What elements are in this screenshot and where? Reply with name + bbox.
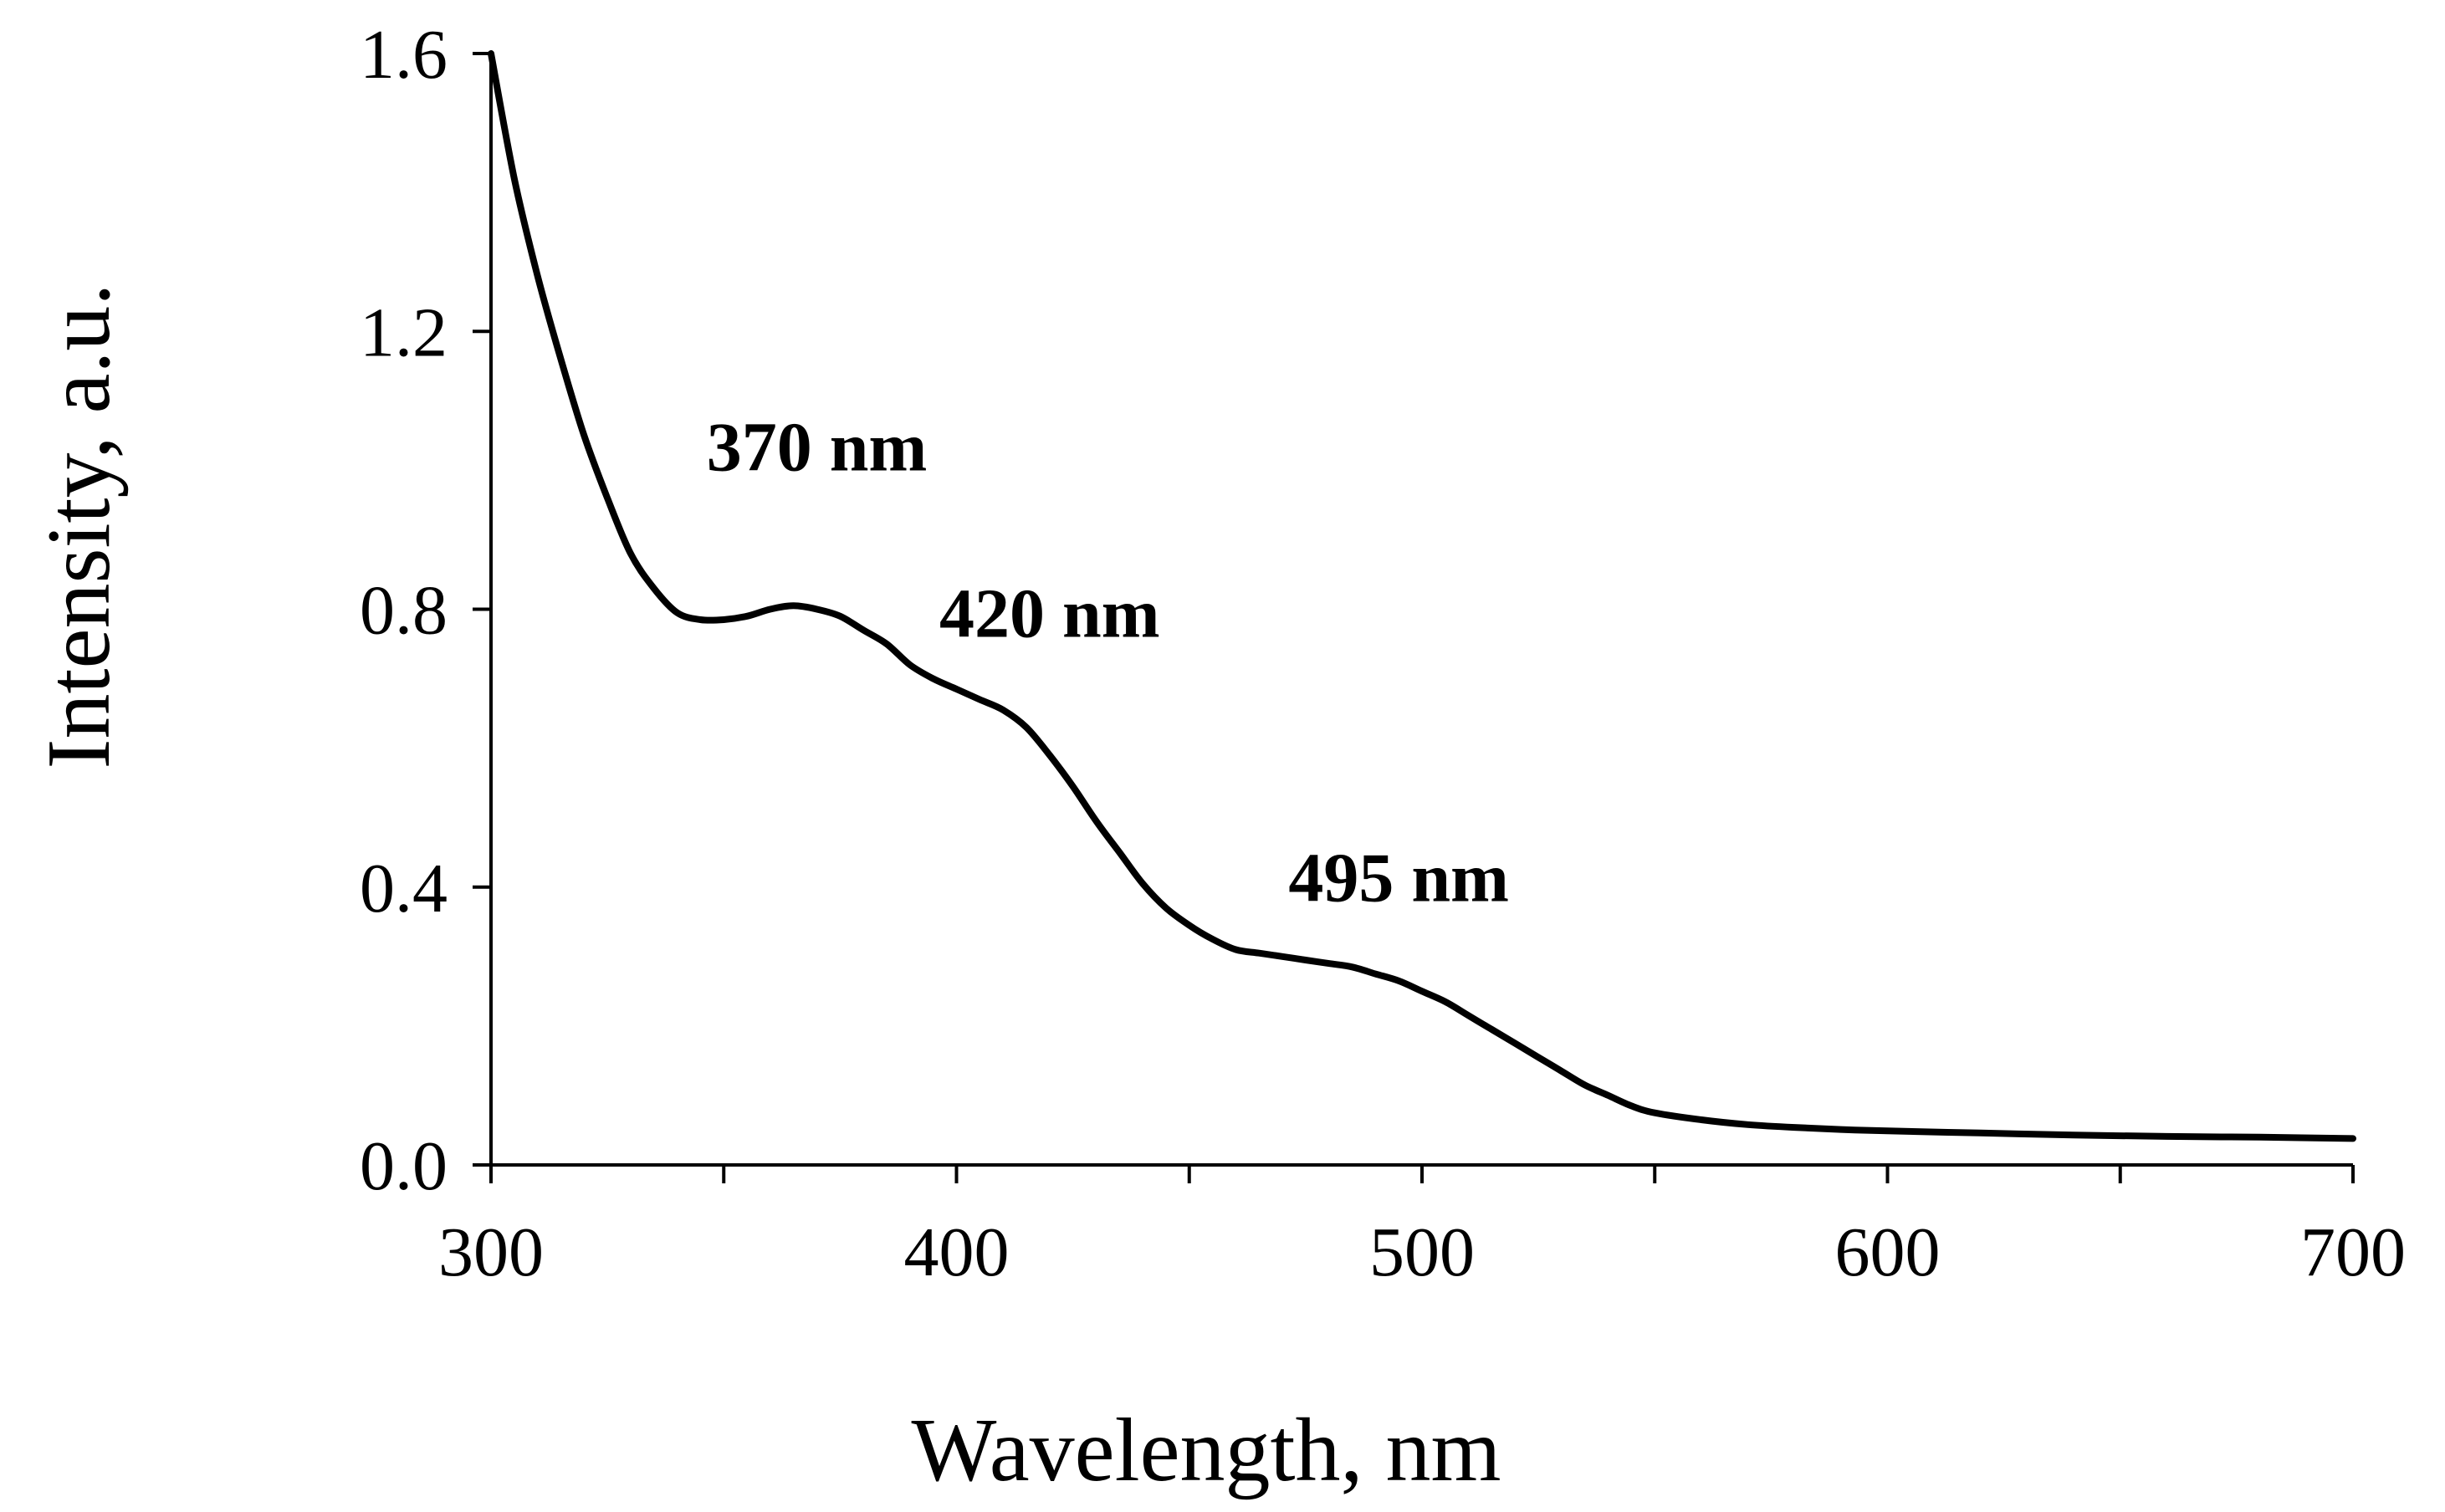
peak-annotation: 495 nm (1288, 839, 1509, 917)
x-tick-label: 500 (1369, 1213, 1475, 1291)
annotations: 370 nm 420 nm 495 nm (707, 408, 1509, 917)
x-tick-label: 400 (904, 1213, 1010, 1291)
x-tick-label: 600 (1835, 1213, 1941, 1291)
ticks: 0.0 0.4 0.8 1.2 1.6 300 400 500 600 700 (360, 16, 2406, 1291)
x-tick-label: 700 (2300, 1213, 2406, 1291)
y-tick-label: 1.6 (360, 16, 448, 94)
x-tick-label: 300 (438, 1213, 544, 1291)
x-axis-title: Wavelength, nm (911, 1401, 1501, 1500)
peak-annotation: 370 nm (707, 408, 928, 486)
y-tick-label: 0.8 (360, 572, 448, 650)
y-tick-label: 0.4 (360, 850, 448, 927)
y-tick-label: 1.2 (360, 294, 448, 371)
y-tick-label: 0.0 (360, 1127, 448, 1205)
y-axis-title: Intensity, a.u. (29, 284, 129, 769)
series-layer (488, 50, 2356, 1142)
series-line-spectrum (488, 50, 2356, 1142)
peak-annotation: 420 nm (939, 575, 1160, 653)
